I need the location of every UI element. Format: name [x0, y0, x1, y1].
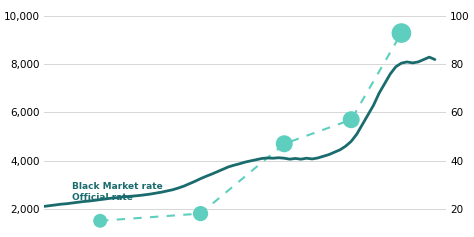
Point	[96, 219, 104, 223]
Point	[398, 31, 405, 35]
Point	[197, 212, 204, 215]
Point	[281, 142, 288, 146]
Point	[347, 118, 355, 122]
Text: Official rate: Official rate	[72, 192, 133, 201]
Text: Black Market rate: Black Market rate	[72, 182, 163, 191]
